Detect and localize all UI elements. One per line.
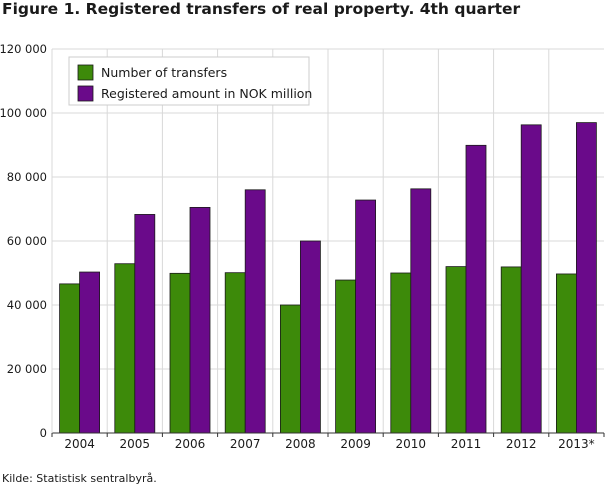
gridlines	[52, 48, 604, 433]
x-tick-label: 2007	[230, 437, 261, 451]
bar-amount-2011	[465, 144, 487, 434]
legend-box	[68, 56, 310, 106]
source-note: Kilde: Statistisk sentralbyrå.	[2, 472, 157, 485]
x-tick-label: 2008	[285, 437, 316, 451]
legend-label: Number of transfers	[101, 65, 227, 80]
bar-amount-2012	[520, 124, 542, 434]
bar-amount-2008	[299, 240, 321, 434]
y-tick-label: 100 000	[0, 106, 47, 120]
x-tick-label: 2006	[175, 437, 206, 451]
bar-transfers-2011	[445, 266, 467, 434]
bars	[59, 122, 597, 434]
x-tick-label: 2004	[64, 437, 95, 451]
bar-transfers-2009	[335, 279, 357, 434]
bar-transfers-2008	[279, 304, 301, 434]
y-axis-tick-labels: 0 20 000 40 000 60 000 80 000 100 000 120 000	[0, 42, 47, 440]
chart-title: Figure 1. Registered transfers of real p…	[2, 0, 521, 18]
x-tick-label: 2009	[340, 437, 371, 451]
y-tick-label: 20 000	[7, 362, 47, 376]
y-tick-label: 0	[40, 426, 47, 440]
bar-amount-2009	[355, 199, 377, 434]
bar-transfers-2013	[556, 273, 577, 434]
x-tick-label: 2010	[396, 437, 427, 451]
legend-swatch	[77, 64, 94, 81]
y-tick-label: 60 000	[7, 234, 47, 248]
x-tick-label: 2012	[506, 437, 537, 451]
y-tick-label: 40 000	[7, 298, 47, 312]
x-tick-label: 2005	[120, 437, 151, 451]
bar-transfers-2012	[500, 266, 522, 434]
bar-amount-2005	[134, 214, 156, 434]
legend: Number of transfers Registered amount in …	[68, 56, 312, 106]
bar-transfers-2004	[59, 283, 80, 434]
bar-transfers-2006	[169, 272, 191, 434]
x-tick-label: 2013*	[558, 437, 595, 451]
bar-transfers-2007	[224, 272, 246, 434]
bar-amount-2004	[79, 271, 100, 434]
bar-transfers-2010	[390, 272, 412, 434]
y-tick-label: 80 000	[7, 170, 47, 184]
bar-amount-2013	[576, 122, 597, 434]
bar-amount-2010	[410, 188, 432, 434]
bar-amount-2007	[244, 189, 266, 434]
axes	[51, 49, 605, 437]
bar-transfers-2005	[114, 263, 136, 434]
legend-swatch	[77, 85, 94, 102]
x-tick-label: 2011	[451, 437, 482, 451]
x-axis-tick-labels: 2004 2005 2006 2007 2008 2009 2010 2011 2012 2013…	[64, 437, 594, 451]
y-tick-label: 120 000	[0, 42, 47, 56]
legend-label: Registered amount in NOK million	[101, 86, 312, 101]
bar-amount-2006	[189, 206, 211, 434]
